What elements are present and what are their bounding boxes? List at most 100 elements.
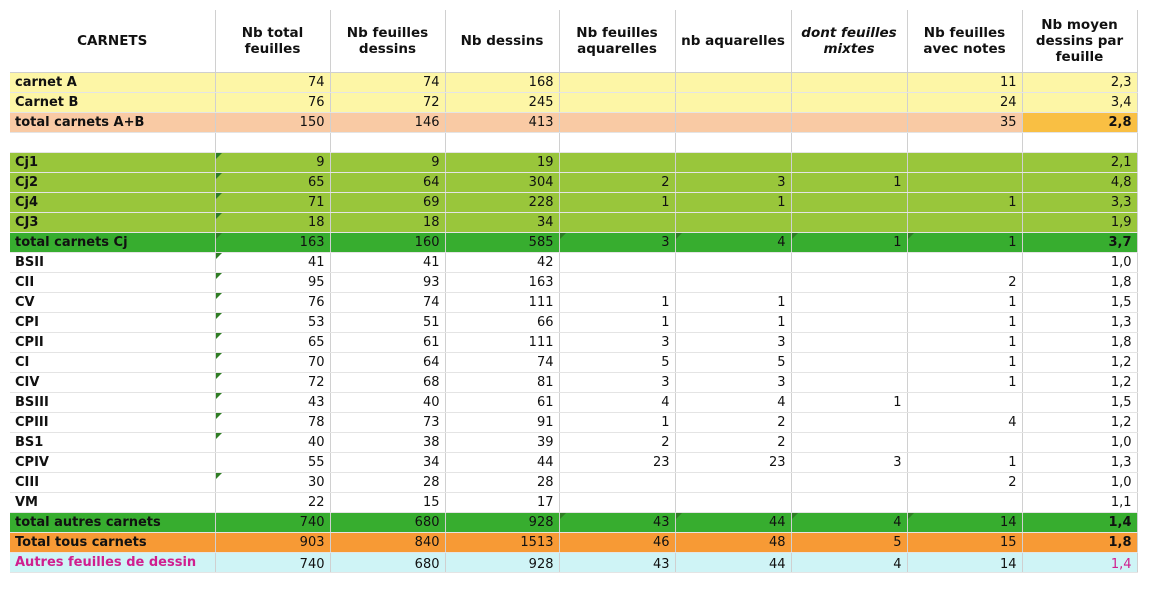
data-cell[interactable]: 111 (445, 292, 560, 313)
data-cell[interactable]: 48 (675, 532, 792, 553)
data-cell[interactable]: 2 (907, 472, 1023, 493)
data-cell[interactable]: 228 (445, 192, 560, 213)
data-cell[interactable]: 24 (907, 92, 1023, 113)
data-cell[interactable]: 81 (445, 372, 560, 393)
data-cell[interactable]: 1,5 (1022, 292, 1138, 313)
data-cell-with-comment[interactable]: 41 (215, 252, 331, 273)
data-cell[interactable]: 111 (445, 332, 560, 353)
data-cell[interactable] (791, 92, 908, 113)
data-cell-with-comment[interactable]: 44 (675, 512, 792, 533)
row-label-cell[interactable]: CPIV (10, 452, 216, 473)
data-cell[interactable] (907, 392, 1023, 413)
data-cell-with-comment[interactable]: 30 (215, 472, 331, 493)
data-cell[interactable]: 43 (559, 552, 676, 573)
data-cell[interactable]: 928 (445, 512, 560, 533)
data-cell[interactable]: 1,4 (1022, 512, 1138, 533)
header-dont-feuilles-mixtes[interactable]: dont feuilles mixtes (791, 10, 908, 73)
data-cell[interactable] (791, 212, 908, 233)
data-cell-with-comment[interactable]: 78 (215, 412, 331, 433)
data-cell[interactable]: 5 (675, 352, 792, 373)
row-label-cell[interactable]: CV (10, 292, 216, 313)
data-cell[interactable]: 1,2 (1022, 372, 1138, 393)
data-cell[interactable]: 34 (445, 212, 560, 233)
data-cell[interactable]: 1,8 (1022, 532, 1138, 553)
data-cell[interactable]: 72 (330, 92, 446, 113)
data-cell[interactable]: 1,3 (1022, 452, 1138, 473)
data-cell[interactable]: 2 (559, 172, 676, 193)
data-cell[interactable]: 168 (445, 72, 560, 93)
data-cell[interactable]: 42 (445, 252, 560, 273)
header-nb-feuilles-aquarelles[interactable]: Nb feuilles aquarelles (559, 10, 676, 73)
row-label-cell[interactable] (10, 132, 216, 153)
data-cell[interactable]: 1 (907, 332, 1023, 353)
data-cell[interactable]: 1 (559, 312, 676, 333)
data-cell[interactable] (559, 272, 676, 293)
data-cell-with-comment[interactable]: 71 (215, 192, 331, 213)
data-cell[interactable] (1022, 132, 1138, 153)
data-cell[interactable]: 163 (445, 272, 560, 293)
data-cell[interactable]: 69 (330, 192, 446, 213)
data-cell[interactable] (445, 132, 560, 153)
data-cell[interactable]: 1 (675, 192, 792, 213)
data-cell[interactable]: 1,9 (1022, 212, 1138, 233)
data-cell[interactable]: 2,8 (1022, 112, 1138, 133)
data-cell[interactable]: 64 (330, 352, 446, 373)
data-cell[interactable] (559, 92, 676, 113)
data-cell[interactable]: 1,8 (1022, 332, 1138, 353)
data-cell[interactable]: 23 (559, 452, 676, 473)
data-cell[interactable] (559, 72, 676, 93)
data-cell[interactable]: 928 (445, 552, 560, 573)
data-cell[interactable]: 40 (330, 392, 446, 413)
data-cell[interactable]: 680 (330, 552, 446, 573)
data-cell[interactable]: 1 (559, 412, 676, 433)
data-cell[interactable]: 1,4 (1022, 552, 1138, 573)
data-cell[interactable]: 74 (330, 72, 446, 93)
data-cell[interactable]: 55 (215, 452, 331, 473)
data-cell[interactable]: 304 (445, 172, 560, 193)
data-cell[interactable] (675, 152, 792, 173)
data-cell[interactable] (559, 252, 676, 273)
data-cell-with-comment[interactable]: 4 (791, 512, 908, 533)
data-cell[interactable] (675, 272, 792, 293)
row-label-cell[interactable]: Cj2 (10, 172, 216, 193)
row-label-cell[interactable]: Autres feuilles de dessin (10, 552, 216, 573)
data-cell[interactable] (675, 112, 792, 133)
data-cell[interactable] (907, 132, 1023, 153)
data-cell[interactable]: 64 (330, 172, 446, 193)
data-cell-with-comment[interactable]: 18 (215, 212, 331, 233)
data-cell-with-comment[interactable]: 65 (215, 172, 331, 193)
data-cell[interactable]: 74 (445, 352, 560, 373)
data-cell[interactable]: 74 (215, 72, 331, 93)
data-cell[interactable]: 3 (559, 372, 676, 393)
data-cell[interactable]: 1,5 (1022, 392, 1138, 413)
data-cell[interactable] (675, 92, 792, 113)
data-cell[interactable]: 1,8 (1022, 272, 1138, 293)
row-label-cell[interactable]: Total tous carnets (10, 532, 216, 553)
data-cell[interactable]: 74 (330, 292, 446, 313)
data-cell-with-comment[interactable]: 40 (215, 432, 331, 453)
data-cell-with-comment[interactable]: 1 (907, 232, 1023, 253)
data-cell[interactable]: 3 (791, 452, 908, 473)
data-cell[interactable]: 44 (445, 452, 560, 473)
data-cell[interactable]: 35 (907, 112, 1023, 133)
data-cell[interactable]: 3 (559, 332, 676, 353)
data-cell-with-comment[interactable]: 1 (791, 232, 908, 253)
row-label-cell[interactable]: total carnets Cj (10, 232, 216, 253)
data-cell[interactable]: 840 (330, 532, 446, 553)
data-cell[interactable]: 34 (330, 452, 446, 473)
data-cell[interactable]: 2,1 (1022, 152, 1138, 173)
data-cell[interactable]: 46 (559, 532, 676, 553)
data-cell[interactable]: 1 (675, 292, 792, 313)
data-cell[interactable] (675, 492, 792, 513)
data-cell[interactable] (791, 192, 908, 213)
data-cell[interactable]: 73 (330, 412, 446, 433)
data-cell[interactable]: 146 (330, 112, 446, 133)
data-cell[interactable]: 245 (445, 92, 560, 113)
data-cell[interactable]: 160 (330, 232, 446, 253)
data-cell[interactable] (791, 312, 908, 333)
row-label-cell[interactable]: BSIII (10, 392, 216, 413)
data-cell[interactable]: 93 (330, 272, 446, 293)
row-label-cell[interactable]: total autres carnets (10, 512, 216, 533)
data-cell[interactable]: 1 (907, 372, 1023, 393)
row-label-cell[interactable]: carnet A (10, 72, 216, 93)
